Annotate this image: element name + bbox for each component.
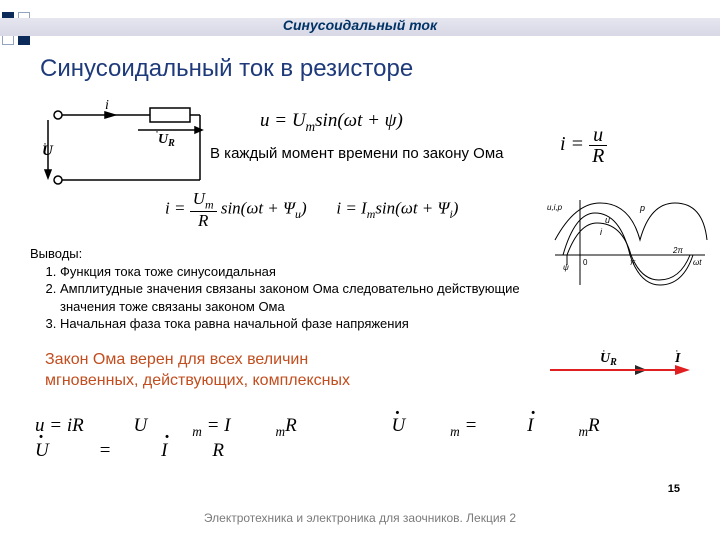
bottom-formulas: u = iR Um = ImR Um = ImR U = IR xyxy=(35,415,720,462)
footer-text: Электротехника и электроника для заочник… xyxy=(0,511,720,525)
circuit-diagram: i UR · U · xyxy=(40,95,210,200)
conclusion-item: Функция тока тоже синусоидальная xyxy=(60,263,535,281)
svg-text:·: · xyxy=(602,350,606,357)
svg-text:·: · xyxy=(675,350,679,357)
svg-text:·: · xyxy=(43,136,47,150)
svg-text:u,i,p: u,i,p xyxy=(547,203,563,212)
conclusion-item: Начальная фаза тока равна начальной фазе… xyxy=(60,315,535,333)
svg-text:i: i xyxy=(600,227,603,237)
svg-text:0: 0 xyxy=(583,258,588,267)
formula-complex-rms: U = IR xyxy=(35,440,269,461)
svg-text:2π: 2π xyxy=(672,246,683,255)
circuit-label-i: i xyxy=(105,98,109,113)
voltage-formula: u = Umsin(ωt + ψ) xyxy=(260,110,403,135)
svg-text:π: π xyxy=(630,258,636,267)
phasor-diagram: UR · I · xyxy=(545,350,700,382)
ohm-law-text: В каждый момент времени по закону Ома xyxy=(210,145,504,162)
formula-complex-amplitude: Um = ImR xyxy=(391,415,644,436)
page-number: 15 xyxy=(668,483,680,495)
svg-text:ωt: ωt xyxy=(693,258,702,267)
svg-text:ψ: ψ xyxy=(563,263,569,272)
ohm-formula: i = uR xyxy=(560,125,607,166)
svg-text:·: · xyxy=(155,124,159,138)
conclusions: Выводы: Функция тока тоже синусоидальная… xyxy=(30,245,535,333)
svg-text:p: p xyxy=(639,203,645,213)
summary-text: Закон Ома верен для всех величин мгновен… xyxy=(45,350,350,392)
svg-text:UR: UR xyxy=(158,132,175,149)
current-formulas: i = UmR sin(ωt + Ψu) i = Imsin(ωt + Ψi) xyxy=(165,190,458,229)
conclusions-heading: Выводы: xyxy=(30,246,82,261)
conclusion-item: Амплитудные значения связаны законом Ома… xyxy=(60,280,535,315)
waveform-diagram: u,i,p p u i ψ 0 π 2π ωt xyxy=(545,195,710,290)
page-title: Синусоидальный ток в резисторе xyxy=(40,55,413,83)
svg-text:u: u xyxy=(605,215,610,225)
header-title: Синусоидальный ток xyxy=(0,17,720,33)
